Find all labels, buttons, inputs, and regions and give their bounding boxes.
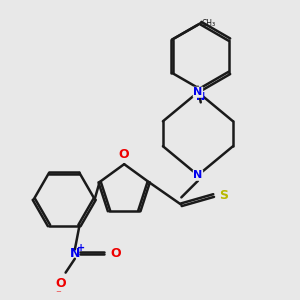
Text: ⁻: ⁻ bbox=[55, 290, 61, 300]
Text: N: N bbox=[193, 170, 203, 180]
Text: S: S bbox=[219, 189, 228, 202]
Text: O: O bbox=[119, 148, 130, 161]
Text: +: + bbox=[77, 243, 86, 253]
Text: N: N bbox=[70, 247, 80, 260]
Text: O: O bbox=[56, 277, 66, 290]
Text: CH₃: CH₃ bbox=[202, 20, 216, 28]
Text: N: N bbox=[193, 87, 203, 97]
Text: N: N bbox=[196, 92, 205, 102]
Text: O: O bbox=[110, 247, 121, 260]
